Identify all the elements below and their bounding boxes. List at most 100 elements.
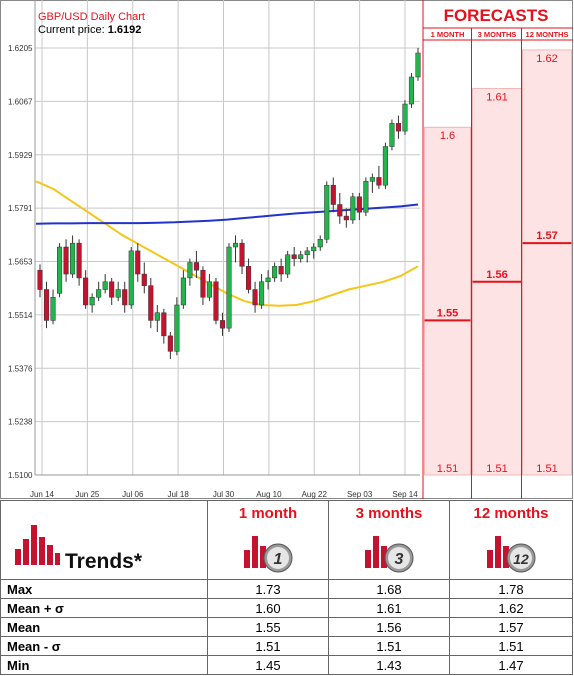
table-cell: 1.51 (328, 636, 450, 656)
candle (311, 243, 317, 259)
candle (259, 274, 265, 309)
candle (304, 247, 310, 263)
forecast-range-box (424, 126, 471, 476)
forecast-lower-label: 1.51 (486, 463, 507, 475)
x-tick-label: Aug 10 (256, 490, 282, 499)
row-label: Min (0, 655, 208, 675)
row-label: Max (0, 579, 208, 599)
candle (317, 235, 323, 251)
candle (278, 258, 284, 282)
header-1-month: 1 month 1 (207, 500, 329, 580)
candle-body (102, 281, 108, 290)
candle-body (193, 262, 199, 271)
chart-area: 1.6205 1.6067 1.5929 1.5791 1.5653 1.5514 1.53… (0, 0, 573, 499)
candle (239, 239, 245, 275)
candle-body (402, 103, 408, 132)
candle-body (285, 254, 291, 275)
candle (356, 192, 362, 220)
candle (232, 235, 239, 263)
candle-body (356, 196, 362, 213)
candle-body (246, 266, 252, 290)
table-cell: 1.57 (449, 617, 573, 637)
candle-body (291, 254, 297, 259)
table-row-max: Max 1.73 1.68 1.78 (0, 579, 573, 599)
current-price-caption: Current price: (38, 24, 105, 36)
candle (76, 239, 82, 286)
candle (265, 270, 271, 290)
forecast-table: Trends* 1 month 1 3 months (0, 500, 573, 675)
candle-body (135, 250, 141, 275)
candle (180, 270, 186, 309)
candle-body (408, 76, 415, 105)
price-chart: 1.6205 1.6067 1.5929 1.5791 1.5653 1.5514 1.53… (8, 0, 421, 499)
table-cell: 1.78 (449, 579, 573, 599)
table-cell: 1.55 (207, 617, 329, 637)
candle-body (83, 277, 89, 306)
candle-body (115, 289, 121, 298)
candle (200, 266, 206, 305)
header-12-months-label: 12 months (473, 505, 549, 522)
forecast-mean-label: 1.57 (536, 230, 557, 242)
candle-body (206, 281, 212, 298)
candle (63, 239, 69, 282)
header-1-month-label: 1 month (238, 505, 298, 522)
candle-body (109, 281, 115, 298)
candle-body (128, 250, 134, 306)
candle (285, 250, 291, 278)
forecast-column: 3 MONTHS 1.56 1.61 1.51 (471, 28, 522, 499)
candle (343, 208, 349, 228)
candle-body (304, 250, 310, 255)
candle (128, 247, 134, 309)
table-cell: 1.43 (328, 655, 450, 675)
candle (291, 247, 297, 267)
table-row-mean-minus-sigma: Mean - σ 1.51 1.51 1.51 (0, 636, 573, 656)
candle (272, 262, 278, 282)
forecast-table-wrap: Trends* 1 month 1 3 months (0, 500, 573, 676)
candle (141, 262, 147, 294)
forecast-panel: FORECASTS 1 MONTH 1.55 1.6 1.51 3 MONTHS 1.56… (422, 0, 573, 499)
header-3-months-label: 3 months (355, 505, 423, 522)
candle-body (89, 296, 95, 306)
candle-body (219, 320, 226, 329)
forecast-upper-label: 1.6 (440, 130, 455, 142)
y-tick-label: 1.5238 (8, 418, 33, 427)
bar-badge-1-icon: 1 (244, 536, 293, 573)
y-tick-label: 1.5376 (8, 364, 33, 373)
candle-body (382, 146, 388, 186)
candle-body (350, 196, 356, 221)
candle-body (37, 269, 43, 290)
candle (389, 119, 395, 151)
candle-body (324, 184, 330, 240)
candle (174, 297, 180, 356)
candle (246, 258, 252, 294)
x-tick-label: Aug 22 (302, 490, 328, 499)
candle (350, 192, 356, 224)
candle (154, 304, 160, 333)
candle-body (298, 254, 304, 259)
candle-body (161, 312, 167, 337)
y-tick-label: 1.5929 (8, 151, 33, 160)
candle (148, 277, 154, 329)
candle-body (148, 285, 154, 321)
candle (89, 293, 95, 313)
candle (337, 192, 343, 224)
candle-body (76, 242, 82, 279)
candle-body (376, 177, 382, 186)
table-row-mean: Mean 1.55 1.56 1.57 (0, 617, 573, 637)
table-cell: 1.45 (207, 655, 329, 675)
candle-body (180, 277, 186, 306)
twelve-months-icon: 12 (481, 528, 541, 576)
candle (43, 281, 50, 329)
forecast-column: 1 MONTH 1.55 1.6 1.51 (424, 30, 471, 476)
candle-body (265, 277, 271, 283)
forecasts-title: FORECASTS (444, 6, 549, 25)
candle-body (232, 242, 239, 248)
x-tick-label: Sep 14 (392, 490, 418, 499)
header-3-months: 3 months 3 (328, 500, 450, 580)
candle (50, 289, 56, 325)
candle (408, 73, 415, 108)
candle-body (213, 281, 219, 321)
candle (187, 258, 193, 286)
forecast-mean-label: 1.56 (486, 269, 507, 281)
y-tick-label: 1.5514 (8, 311, 33, 320)
